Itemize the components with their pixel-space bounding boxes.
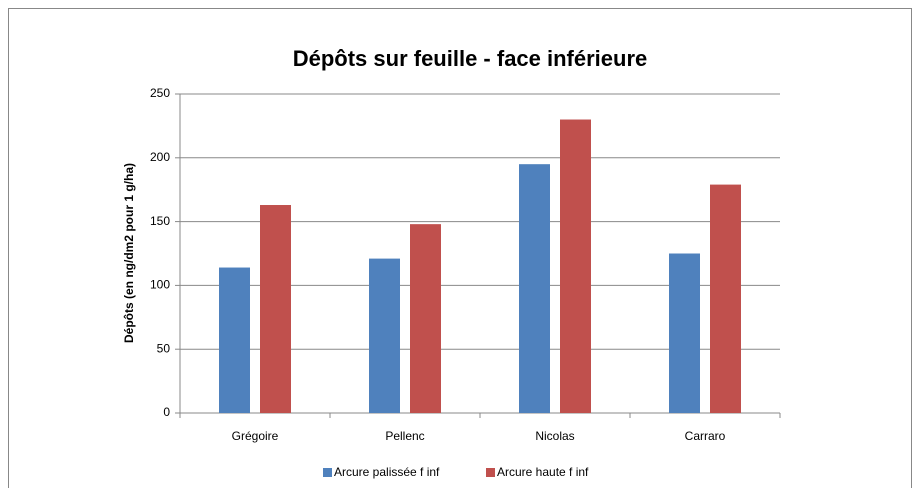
x-tick-label: Carraro: [685, 429, 726, 443]
y-tick-label: 50: [157, 341, 171, 355]
bar: [560, 119, 591, 414]
legend-label: Arcure haute f inf: [497, 465, 589, 479]
legend-swatch: [486, 468, 495, 477]
chart-title: Dépôts sur feuille - face inférieure: [293, 46, 648, 71]
y-tick-label: 150: [150, 214, 170, 228]
bar: [369, 258, 400, 413]
bar: [669, 253, 700, 413]
bar: [410, 224, 441, 413]
x-tick-label: Grégoire: [232, 429, 279, 443]
x-tick-label: Nicolas: [535, 429, 574, 443]
y-tick-label: 200: [150, 150, 170, 164]
legend-label: Arcure palissée f inf: [334, 465, 440, 479]
y-axis-label: Dépôts (en ng/dm2 pour 1 g/ha): [122, 163, 136, 343]
bar: [219, 267, 250, 413]
bar: [710, 184, 741, 413]
bar: [519, 164, 550, 413]
y-tick-label: 250: [150, 86, 170, 100]
y-tick-label: 100: [150, 278, 170, 292]
x-tick-label: Pellenc: [385, 429, 424, 443]
y-tick-label: 0: [163, 405, 170, 419]
chart-border: [8, 8, 912, 488]
bar: [260, 205, 291, 413]
legend-swatch: [323, 468, 332, 477]
